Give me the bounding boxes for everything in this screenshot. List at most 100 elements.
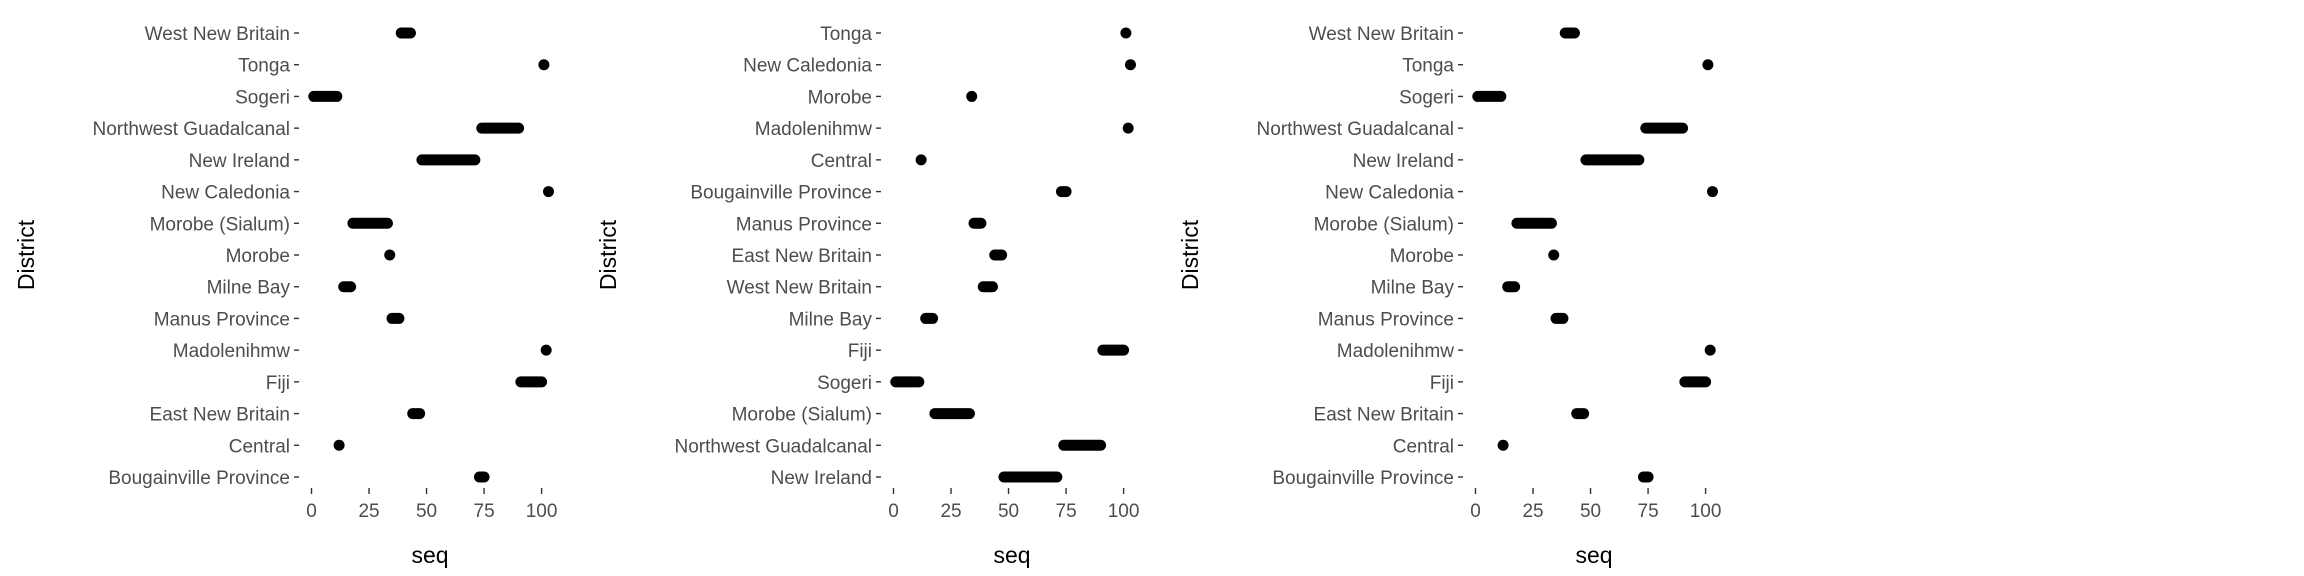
y-tick-label: Morobe — [226, 246, 290, 267]
y-tick-label: New Ireland — [771, 468, 872, 489]
data-range-mark — [1679, 376, 1712, 388]
data-range-mark — [473, 471, 490, 483]
data-range-mark — [1702, 59, 1714, 71]
y-tick-label: Madolenihmw — [173, 341, 290, 362]
data-range-mark — [1571, 408, 1590, 420]
panel-3: Bougainville Province Central East New Bri… — [1177, 24, 1721, 568]
x-tick-label: 0 — [306, 501, 317, 522]
x-tick-label: 100 — [1690, 501, 1722, 522]
y-tick-label: West New Britain — [727, 278, 872, 299]
y-tick-label: New Ireland — [189, 151, 290, 172]
data-range-mark — [1120, 27, 1132, 39]
y-tick-label: Tonga — [820, 24, 872, 45]
y-tick-label: West New Britain — [145, 24, 290, 45]
data-range-mark — [890, 376, 925, 388]
data-range-mark — [395, 27, 416, 39]
y-tick-label: East New Britain — [1314, 405, 1454, 426]
data-range-mark — [1122, 122, 1134, 134]
y-tick-label: Morobe (Sialum) — [150, 214, 290, 235]
x-axis-title: seq — [411, 542, 448, 568]
y-tick-label: East New Britain — [732, 246, 872, 267]
y-tick-label: Milne Bay — [207, 278, 291, 299]
x-tick-label: 75 — [474, 501, 495, 522]
x-tick-label: 0 — [1470, 501, 1481, 522]
y-tick-label: Madolenihmw — [1337, 341, 1454, 362]
x-tick-label: 25 — [358, 501, 379, 522]
data-range-mark — [338, 281, 357, 293]
y-tick-label: Fiji — [848, 341, 872, 362]
data-range-mark — [1472, 90, 1507, 102]
data-range-mark — [538, 59, 550, 71]
y-axis-title: District — [595, 219, 621, 290]
y-tick-label: Morobe (Sialum) — [1314, 214, 1454, 235]
y-tick-label: Manus Province — [736, 214, 872, 235]
y-tick-label: Tonga — [238, 56, 290, 77]
data-range-mark — [1502, 281, 1521, 293]
data-range-mark — [1124, 59, 1136, 71]
data-range-mark — [966, 90, 978, 102]
x-tick-label: 100 — [526, 501, 558, 522]
data-range-mark — [1058, 439, 1107, 451]
panel-2: New Ireland Northwest Guadalcanal Morobe (… — [595, 24, 1139, 568]
y-tick-label: Fiji — [1430, 373, 1454, 394]
data-range-mark — [1559, 27, 1580, 39]
y-tick-label: Bougainville Province — [108, 468, 290, 489]
y-axis-title: District — [1177, 219, 1203, 290]
data-range-mark — [989, 249, 1008, 261]
data-range-mark — [915, 154, 927, 166]
data-range-mark — [416, 154, 481, 166]
y-tick-label: Manus Province — [154, 309, 290, 330]
data-range-mark — [476, 122, 525, 134]
data-range-mark — [407, 408, 426, 420]
y-tick-label: Madolenihmw — [755, 119, 872, 140]
data-range-mark — [977, 281, 998, 293]
y-tick-label: Bougainville Province — [690, 183, 872, 204]
y-tick-label: Central — [1393, 436, 1454, 457]
x-tick-label: 50 — [998, 501, 1019, 522]
data-range-mark — [929, 408, 975, 420]
y-tick-label: Milne Bay — [1371, 278, 1455, 299]
y-tick-label: Bougainville Province — [1272, 468, 1454, 489]
x-axis-title: seq — [1575, 542, 1612, 568]
y-tick-label: Fiji — [266, 373, 290, 394]
y-tick-label: Morobe — [808, 87, 872, 108]
x-axis-title: seq — [993, 542, 1030, 568]
y-tick-label: Sogeri — [817, 373, 872, 394]
data-range-mark — [1704, 344, 1716, 356]
x-tick-label: 50 — [1580, 501, 1601, 522]
y-tick-label: Northwest Guadalcanal — [1257, 119, 1455, 140]
data-range-mark — [1637, 471, 1654, 483]
data-range-mark — [333, 439, 345, 451]
y-tick-label: East New Britain — [150, 405, 290, 426]
y-axis-title: District — [13, 219, 39, 290]
x-tick-label: 50 — [416, 501, 437, 522]
y-tick-label: New Caledonia — [161, 183, 290, 204]
data-range-mark — [384, 249, 396, 261]
y-tick-label: Central — [229, 436, 290, 457]
y-tick-label: West New Britain — [1309, 24, 1454, 45]
y-tick-label: New Caledonia — [743, 56, 872, 77]
data-range-mark — [1640, 122, 1689, 134]
x-tick-label: 100 — [1108, 501, 1140, 522]
data-range-mark — [308, 90, 343, 102]
y-tick-label: Sogeri — [235, 87, 290, 108]
data-range-mark — [1706, 186, 1718, 198]
data-range-mark — [1511, 217, 1557, 229]
panel-1: Bougainville Province Central East New Bri… — [13, 24, 557, 568]
data-range-mark — [515, 376, 548, 388]
data-range-mark — [540, 344, 552, 356]
data-range-mark — [1055, 186, 1072, 198]
data-range-mark — [1497, 439, 1509, 451]
data-range-mark — [542, 186, 554, 198]
x-tick-label: 75 — [1638, 501, 1659, 522]
y-tick-label: Sogeri — [1399, 87, 1454, 108]
y-tick-label: Morobe — [1390, 246, 1454, 267]
x-tick-label: 25 — [1522, 501, 1543, 522]
y-tick-label: Central — [811, 151, 872, 172]
y-tick-label: New Caledonia — [1325, 183, 1454, 204]
x-tick-label: 0 — [888, 501, 899, 522]
y-tick-label: Tonga — [1402, 56, 1454, 77]
data-range-mark — [1548, 249, 1560, 261]
